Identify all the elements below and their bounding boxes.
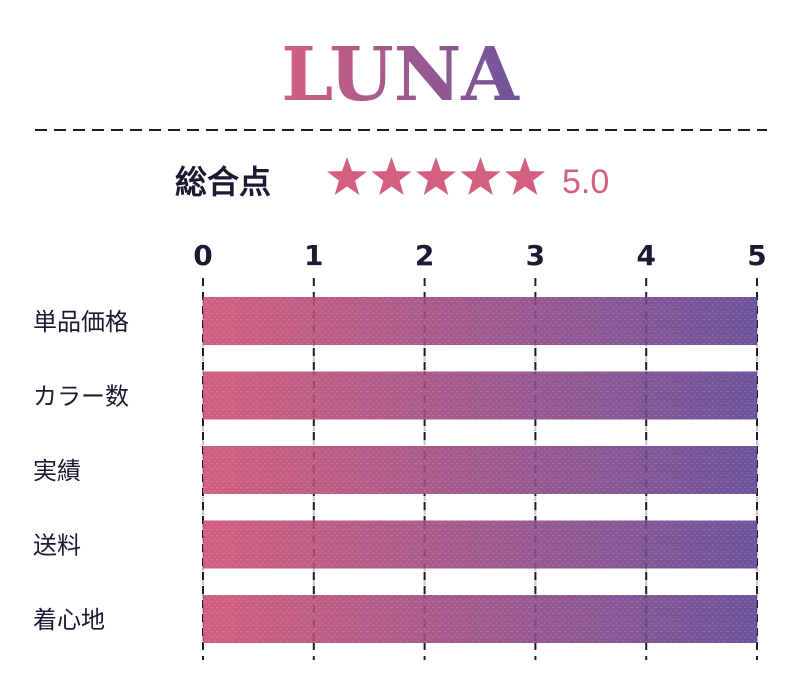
category-label: 送料 — [33, 532, 81, 560]
category-label: 着心地 — [33, 606, 105, 634]
x-tick-label: 4 — [636, 239, 655, 272]
star-icon — [371, 157, 412, 195]
overall-label: 総合点 — [175, 163, 271, 201]
x-tick-label: 1 — [304, 239, 323, 272]
star-icon — [460, 157, 501, 195]
x-tick-label: 3 — [526, 239, 545, 272]
bar-texture — [203, 371, 757, 420]
x-tick-label: 2 — [415, 239, 434, 272]
x-tick-label: 0 — [193, 239, 212, 272]
bar-texture — [203, 297, 757, 345]
category-label: 単品価格 — [33, 308, 129, 336]
chart-title: LUNA — [281, 32, 520, 118]
star-icon — [327, 157, 367, 195]
bar-texture — [203, 520, 757, 569]
category-label: 実績 — [33, 457, 81, 485]
star-icon — [416, 157, 456, 195]
overall-score: 5.0 — [562, 163, 609, 201]
star-icon — [505, 157, 545, 195]
bar-texture — [203, 446, 757, 494]
x-tick-label: 5 — [747, 239, 766, 272]
bar-texture — [203, 595, 757, 643]
star-rating — [327, 157, 545, 195]
category-label: カラー数 — [33, 383, 129, 411]
